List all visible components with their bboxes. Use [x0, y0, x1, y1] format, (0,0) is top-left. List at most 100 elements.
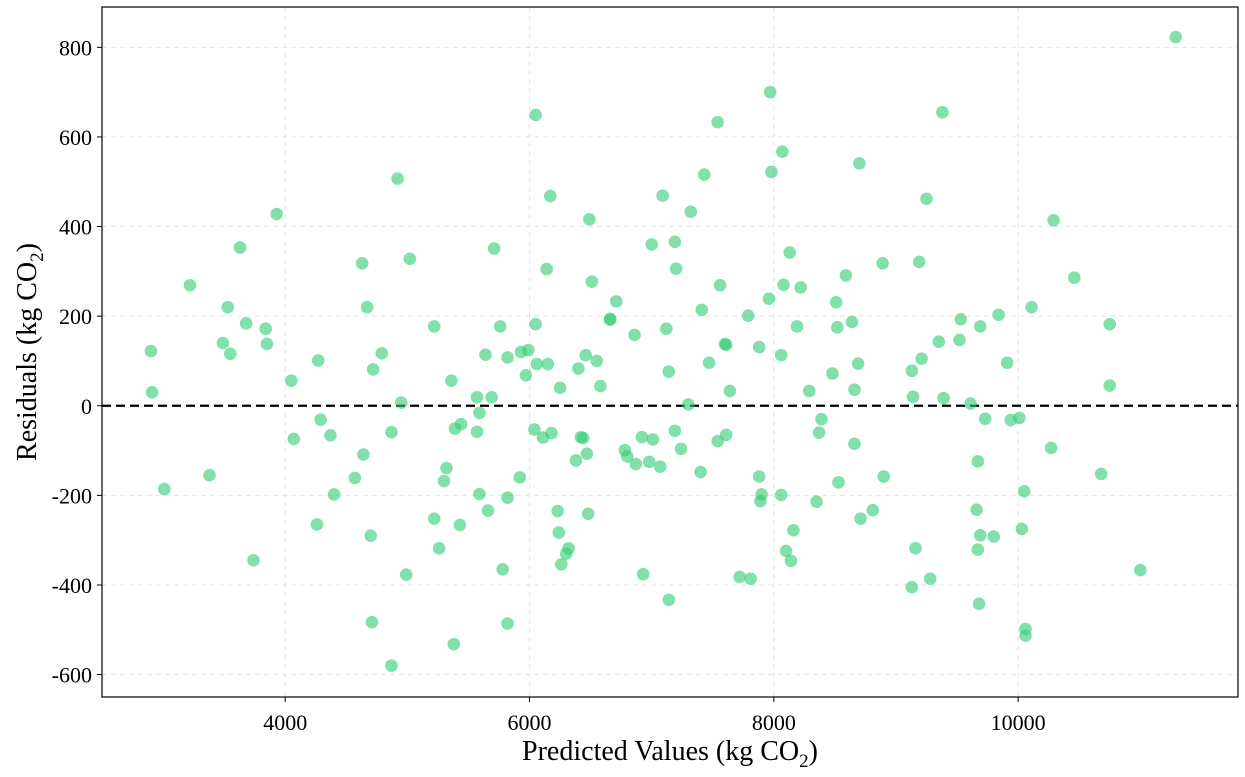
- scatter-point: [936, 105, 949, 119]
- scatter-point: [794, 281, 808, 294]
- scatter-point: [487, 242, 501, 255]
- scatter-point: [553, 381, 567, 395]
- y-axis-label: Residuals (kg CO2): [12, 243, 48, 461]
- scatter-point: [447, 637, 461, 651]
- scatter-point: [790, 320, 804, 333]
- scatter-point: [719, 338, 733, 352]
- scatter-point: [144, 344, 158, 358]
- scatter-point: [1133, 563, 1147, 577]
- scatter-point: [932, 335, 946, 348]
- scatter-point: [978, 412, 992, 426]
- scatter-point: [427, 320, 441, 333]
- grid-lines: [102, 7, 1238, 697]
- scatter-point: [270, 207, 283, 221]
- scatter-point: [682, 398, 695, 411]
- x-tick-label: 10000: [991, 710, 1046, 735]
- scatter-point: [953, 333, 966, 347]
- scatter-point: [848, 437, 861, 451]
- scatter-point: [1103, 379, 1117, 392]
- scatter-point: [366, 363, 380, 376]
- scatter-point: [545, 426, 558, 440]
- scatter-point: [954, 312, 968, 326]
- scatter-point: [260, 337, 274, 351]
- scatter-point: [645, 238, 658, 251]
- scatter-point: [628, 328, 641, 342]
- scatter-point: [285, 374, 298, 387]
- scatter-point: [719, 428, 733, 442]
- x-tick-label: 6000: [508, 710, 552, 735]
- scatter-point: [1025, 300, 1038, 314]
- scatter-point: [585, 275, 599, 288]
- y-tick-label: -400: [52, 573, 92, 598]
- scatter-point: [915, 352, 928, 366]
- scatter-point: [906, 390, 920, 404]
- scatter-point: [668, 424, 682, 438]
- scatter-point: [385, 425, 398, 439]
- scatter-point: [364, 529, 378, 543]
- scatter-point: [501, 617, 514, 630]
- scatter-point: [529, 108, 542, 122]
- y-tick-label: -200: [52, 483, 92, 508]
- scatter-point: [826, 367, 839, 380]
- scatter-point: [440, 461, 453, 475]
- scatter-point: [646, 433, 660, 446]
- scatter-point: [221, 300, 235, 314]
- scatter-point: [360, 300, 374, 314]
- scatter-point: [314, 413, 327, 426]
- scatter-point: [973, 528, 987, 542]
- x-axis-ticks: 4000 6000 8000 10000: [263, 697, 1046, 735]
- scatter-point: [427, 512, 441, 525]
- scatter-point: [851, 357, 865, 370]
- scatter-point: [470, 425, 484, 439]
- scatter-point: [711, 115, 724, 129]
- scatter-point: [324, 429, 337, 442]
- scatter-point: [971, 543, 985, 556]
- scatter-point: [905, 580, 919, 594]
- plot-frame: [101, 6, 1239, 698]
- scatter-point: [233, 241, 247, 254]
- scatter-point: [694, 465, 707, 479]
- scatter-point: [733, 570, 746, 584]
- scatter-point: [752, 470, 766, 483]
- scatter-point: [1019, 629, 1032, 642]
- scatter-point: [551, 504, 564, 518]
- scatter-point: [853, 157, 866, 170]
- scatter-point: [815, 412, 828, 426]
- scatter-point: [541, 357, 555, 371]
- scatter-point: [866, 503, 880, 517]
- scatter-point: [972, 597, 986, 611]
- scatter-point: [543, 189, 557, 203]
- scatter-point: [741, 309, 755, 323]
- scatter-point: [802, 384, 816, 398]
- scatter-point: [697, 168, 711, 181]
- scatter-point: [656, 189, 669, 202]
- scatter-point: [971, 455, 985, 468]
- scatter-point: [470, 390, 484, 404]
- scatter-point: [603, 313, 617, 327]
- y-tick-label: 0: [81, 394, 92, 419]
- scatter-point: [674, 442, 688, 456]
- scatter-point: [327, 488, 341, 501]
- scatter-point: [1017, 485, 1031, 498]
- scatter-point: [609, 295, 623, 308]
- scatter-point: [784, 554, 798, 568]
- scatter-point: [912, 255, 926, 269]
- y-tick-label: 600: [59, 125, 92, 150]
- scatter-point: [357, 448, 370, 461]
- scatter-point: [432, 541, 446, 555]
- scatter-point: [774, 488, 788, 502]
- scatter-point: [937, 391, 950, 405]
- scatter-point: [695, 303, 709, 317]
- scatter-point: [713, 278, 727, 292]
- scatter-point: [157, 482, 171, 496]
- scatter-point: [876, 256, 889, 270]
- scatter-point: [1047, 213, 1060, 227]
- scatter-point: [403, 252, 417, 266]
- scatter-point: [839, 269, 853, 282]
- scatter-point: [636, 567, 650, 581]
- scatter-point: [399, 568, 413, 581]
- scatter-point: [755, 488, 768, 501]
- scatter-point: [391, 172, 404, 185]
- scatter-point: [259, 322, 272, 336]
